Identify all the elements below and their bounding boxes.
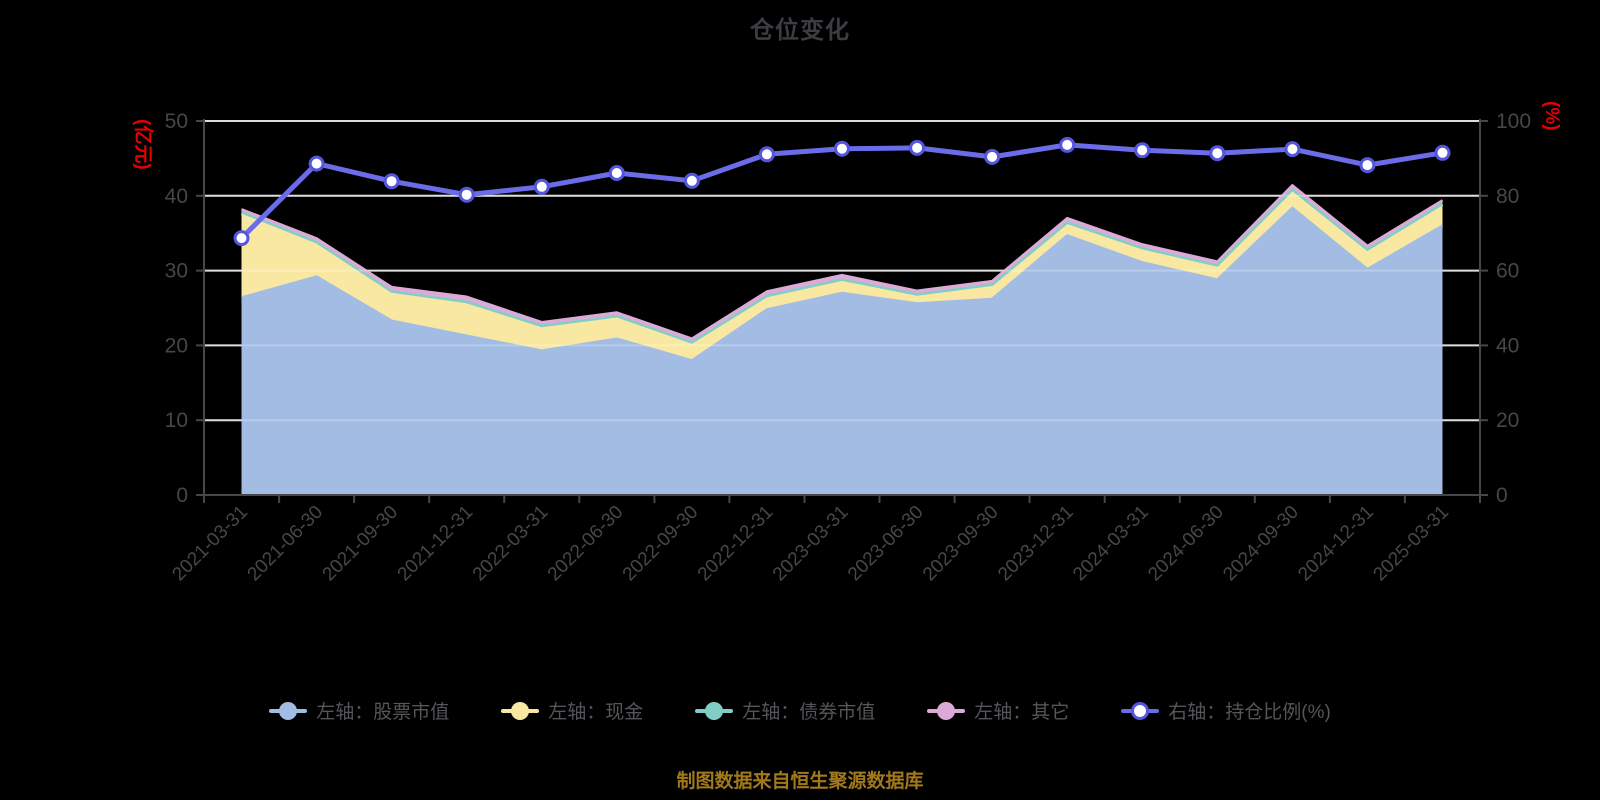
ratio-point bbox=[1209, 145, 1226, 162]
svg-text:2024-09-30: 2024-09-30 bbox=[1219, 502, 1303, 586]
ratio-point bbox=[909, 139, 926, 156]
ratio-point bbox=[758, 146, 775, 163]
left-axis-labels: 0 10 20 30 40 50 bbox=[165, 110, 188, 507]
legend-item-stock[interactable]: 左轴：股票市值 bbox=[269, 697, 449, 724]
svg-text:40: 40 bbox=[165, 185, 188, 208]
chart-legend: 左轴：股票市值 左轴：现金 左轴：债券市值 左轴：其它 右轴：持仓比例(%) bbox=[0, 697, 1600, 724]
ratio-point bbox=[458, 186, 475, 203]
ratio-point bbox=[984, 148, 1001, 165]
svg-text:50: 50 bbox=[165, 110, 188, 133]
legend-marker-position-ratio bbox=[1121, 701, 1160, 721]
legend-label-position-ratio: 右轴：持仓比例(%) bbox=[1168, 702, 1331, 723]
ratio-point bbox=[1284, 141, 1301, 158]
svg-text:2023-09-30: 2023-09-30 bbox=[919, 502, 1003, 586]
svg-text:2025-03-31: 2025-03-31 bbox=[1369, 502, 1453, 586]
position-ratio-line bbox=[233, 136, 1451, 247]
ratio-point bbox=[383, 173, 400, 190]
right-axis-unit: (%) bbox=[1541, 101, 1562, 131]
left-axis-unit: (亿元) bbox=[132, 119, 155, 170]
svg-text:2023-06-30: 2023-06-30 bbox=[844, 502, 928, 586]
ratio-point bbox=[1059, 136, 1076, 153]
ratio-point bbox=[533, 178, 550, 195]
svg-text:2023-03-31: 2023-03-31 bbox=[769, 502, 853, 586]
svg-text:2022-06-30: 2022-06-30 bbox=[544, 502, 628, 586]
area-stock bbox=[241, 207, 1443, 496]
legend-marker-stock bbox=[269, 701, 308, 721]
svg-text:60: 60 bbox=[1496, 260, 1519, 283]
svg-text:10: 10 bbox=[165, 409, 188, 432]
svg-text:2022-09-30: 2022-09-30 bbox=[619, 502, 703, 586]
svg-text:2021-03-31: 2021-03-31 bbox=[168, 502, 252, 586]
svg-text:30: 30 bbox=[165, 260, 188, 283]
legend-label-bond: 左轴：债券市值 bbox=[742, 702, 876, 723]
legend-marker-bond bbox=[695, 701, 734, 721]
svg-text:2023-12-31: 2023-12-31 bbox=[994, 502, 1078, 586]
position-chart: 0 10 20 30 40 50 0 20 40 60 80 100 2021-03-312021-06… bbox=[132, 101, 1562, 586]
right-axis-labels: 0 20 40 60 80 100 bbox=[1496, 110, 1531, 507]
svg-text:20: 20 bbox=[165, 334, 188, 357]
legend-item-position-ratio[interactable]: 右轴：持仓比例(%) bbox=[1121, 697, 1331, 724]
svg-text:2024-12-31: 2024-12-31 bbox=[1294, 502, 1378, 586]
ratio-point bbox=[1434, 144, 1451, 161]
ratio-point bbox=[1134, 142, 1151, 159]
svg-text:2021-06-30: 2021-06-30 bbox=[244, 502, 328, 586]
svg-text:80: 80 bbox=[1496, 185, 1519, 208]
ratio-point bbox=[1359, 157, 1376, 174]
legend-item-bond[interactable]: 左轴：债券市值 bbox=[695, 697, 875, 724]
ratio-point bbox=[834, 140, 850, 157]
svg-text:2022-12-31: 2022-12-31 bbox=[694, 502, 778, 586]
grid-overlay bbox=[204, 120, 1480, 422]
svg-text:2024-03-31: 2024-03-31 bbox=[1069, 502, 1153, 586]
svg-text:100: 100 bbox=[1496, 110, 1531, 133]
area-edge-bond bbox=[241, 188, 1444, 344]
ratio-point bbox=[608, 165, 625, 181]
svg-text:2021-09-30: 2021-09-30 bbox=[319, 502, 403, 586]
svg-text:2021-12-31: 2021-12-31 bbox=[394, 502, 478, 586]
legend-label-stock: 左轴：股票市值 bbox=[316, 702, 450, 723]
chart-title: 仓位变化 bbox=[750, 17, 850, 44]
x-axis-labels: 2021-03-312021-06-302021-09-302021-12-31… bbox=[168, 502, 1453, 586]
area-edge-stock bbox=[241, 206, 1444, 362]
ratio-point bbox=[308, 155, 325, 172]
legend-marker-cash bbox=[501, 701, 540, 721]
legend-item-other[interactable]: 左轴：其它 bbox=[927, 697, 1069, 724]
svg-text:2024-06-30: 2024-06-30 bbox=[1144, 502, 1228, 586]
svg-text:0: 0 bbox=[1496, 484, 1508, 507]
data-source-note: 制图数据来自恒生聚源数据库 bbox=[676, 771, 924, 792]
stacked-areas bbox=[241, 184, 1444, 496]
svg-text:20: 20 bbox=[1496, 409, 1519, 432]
legend-label-cash: 左轴：现金 bbox=[548, 702, 644, 723]
area-edge-other bbox=[241, 184, 1444, 340]
legend-label-other: 左轴：其它 bbox=[974, 702, 1070, 723]
svg-text:40: 40 bbox=[1496, 334, 1519, 357]
legend-item-cash[interactable]: 左轴：现金 bbox=[501, 697, 643, 724]
axes bbox=[196, 119, 1488, 503]
svg-text:2022-03-31: 2022-03-31 bbox=[469, 502, 553, 586]
svg-text:0: 0 bbox=[176, 484, 188, 507]
legend-marker-other bbox=[927, 701, 966, 721]
ratio-point bbox=[683, 172, 700, 189]
ratio-point bbox=[233, 230, 250, 247]
